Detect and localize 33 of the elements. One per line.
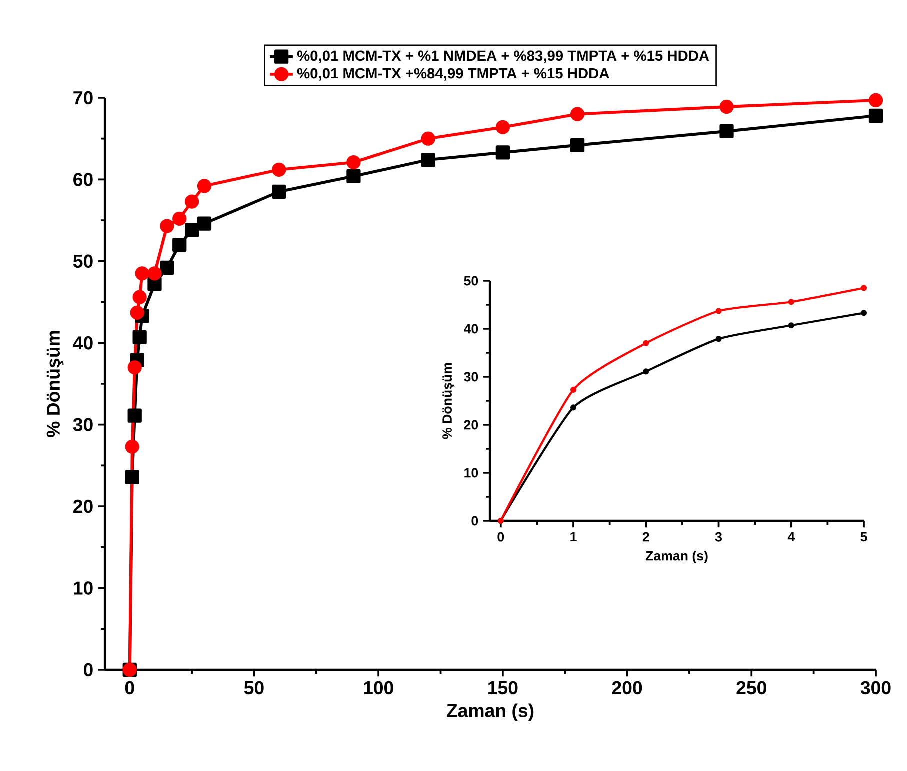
legend-label: %0,01 MCM-TX +%84,99 TMPTA + %15 HDDA xyxy=(297,68,610,81)
y-axis-title: % Dönüşüm xyxy=(46,331,64,438)
y-tick-label: 50 xyxy=(464,276,478,286)
x-tick-label: 1 xyxy=(570,532,577,542)
y-tick-label: 30 xyxy=(73,418,93,432)
x-tick-label: 50 xyxy=(244,681,264,695)
x-tick-label: 0 xyxy=(498,532,504,542)
y-tick-label: 50 xyxy=(73,254,93,268)
y-tick-label: 60 xyxy=(74,173,93,186)
y-tick-label: 20 xyxy=(464,420,478,430)
y-tick-label: 40 xyxy=(464,324,478,334)
x-tick-label: 200 xyxy=(612,681,642,695)
x-tick-label: 3 xyxy=(715,532,722,542)
y-tick-label: 30 xyxy=(464,372,478,382)
y-axis-title: % Dönüşüm xyxy=(442,363,455,440)
x-tick-label: 300 xyxy=(860,681,891,695)
y-tick-label: 0 xyxy=(84,663,93,677)
x-tick-label: 2 xyxy=(642,532,650,542)
y-tick-label: 10 xyxy=(464,468,478,478)
y-tick-label: 20 xyxy=(74,500,93,514)
x-tick-label: 250 xyxy=(736,681,766,695)
x-tick-label: 4 xyxy=(788,532,796,542)
legend-label: %0,01 MCM-TX + %1 NMDEA + %83,99 TMPTA + %15 HDDA xyxy=(297,50,710,64)
x-axis-title: Zaman (s) xyxy=(646,550,708,564)
x-tick-label: 5 xyxy=(860,532,868,542)
y-tick-label: 70 xyxy=(74,91,93,105)
y-tick-label: 0 xyxy=(472,516,478,526)
y-tick-label: 40 xyxy=(73,336,93,350)
y-tick-label: 10 xyxy=(74,582,93,595)
x-tick-label: 0 xyxy=(125,681,134,695)
x-tick-label: 100 xyxy=(364,681,394,695)
x-tick-label: 150 xyxy=(488,681,518,695)
x-axis-title: Zaman (s) xyxy=(446,704,534,722)
